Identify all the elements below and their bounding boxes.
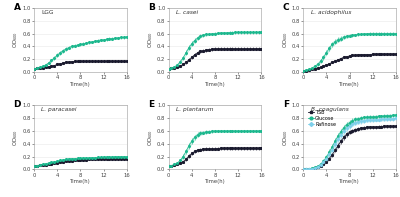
Y-axis label: OD$_{600}$: OD$_{600}$ [12, 31, 20, 48]
Text: B: B [148, 3, 155, 12]
Text: C: C [283, 3, 289, 12]
Y-axis label: OD$_{600}$: OD$_{600}$ [146, 129, 155, 146]
X-axis label: Time(h): Time(h) [339, 179, 360, 184]
Text: F: F [283, 100, 289, 109]
Text: D: D [14, 100, 21, 109]
Y-axis label: OD$_{600}$: OD$_{600}$ [146, 31, 155, 48]
Legend: TSB, Glucose, Rafinose: TSB, Glucose, Rafinose [308, 109, 337, 127]
X-axis label: Time(h): Time(h) [70, 82, 91, 86]
Y-axis label: OD$_{600}$: OD$_{600}$ [12, 129, 20, 146]
Y-axis label: OD$_{600}$: OD$_{600}$ [281, 129, 290, 146]
Text: A: A [14, 3, 20, 12]
Text: L. acidophilus: L. acidophilus [311, 10, 351, 15]
Text: E: E [148, 100, 154, 109]
X-axis label: Time(h): Time(h) [205, 179, 225, 184]
Text: L. plantarum: L. plantarum [176, 107, 214, 112]
X-axis label: Time(h): Time(h) [205, 82, 225, 86]
Text: L. paracasei: L. paracasei [42, 107, 77, 112]
Text: L. casei: L. casei [176, 10, 198, 15]
Text: B. coagulans: B. coagulans [311, 107, 348, 112]
X-axis label: Time(h): Time(h) [70, 179, 91, 184]
X-axis label: Time(h): Time(h) [339, 82, 360, 86]
Y-axis label: OD$_{600}$: OD$_{600}$ [281, 31, 290, 48]
Text: LGG: LGG [42, 10, 54, 15]
